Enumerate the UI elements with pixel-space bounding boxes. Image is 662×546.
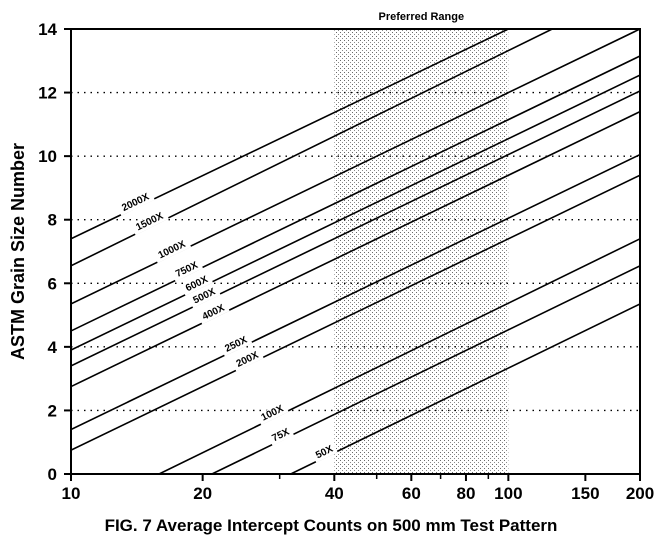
x-tick-label: 100 [494,484,522,503]
preferred-range-label: Preferred Range [379,11,465,23]
series-label-bg [311,442,338,463]
series-label: 200X [235,350,261,370]
figure-caption: FIG. 7 Average Intercept Counts on 500 m… [104,516,558,535]
y-tick-label: 10 [38,147,57,166]
series-label-bg [170,258,203,282]
series-label: 2000X [120,191,151,214]
series-label-bg [116,189,155,216]
y-axis-title: ASTM Grain Size Number [8,143,28,360]
x-tick-label: 40 [325,484,344,503]
series-line [71,90,640,367]
series-label-bg [152,237,192,264]
x-tick-label: 200 [626,484,654,503]
series-label-bg [188,284,221,309]
y-tick-label: 6 [48,274,57,293]
series-label-bg [256,401,289,426]
series-label: 1500X [134,211,165,234]
x-tick-label: 80 [457,484,476,503]
y-tick-label: 14 [38,20,57,39]
y-tick-label: 2 [48,401,57,420]
series-label: 750X [174,260,200,280]
x-tick-label: 10 [62,484,81,503]
chart: 0 2 4 6 8 10 12 14 10 20 40 60 80 100 150 200 ASTM Grain… [8,11,654,503]
series-line [71,74,640,351]
series-line [71,55,640,332]
series-label: 400X [201,303,227,323]
series-label-bg [220,333,253,357]
y-tick-label: 8 [48,211,57,230]
series-label: 1000X [157,239,188,262]
series-label-bg [180,272,213,296]
y-tick-label: 4 [48,338,58,357]
series-label-bg [197,301,230,325]
series-label-bg [231,348,264,372]
series-line [71,174,640,451]
plot-frame [70,28,641,475]
series-line [71,110,640,388]
x-tick-label: 60 [402,484,421,503]
series-label-bg [267,425,294,446]
x-tick-label: 150 [571,484,599,503]
series-line [158,238,640,474]
series-line [290,303,640,474]
y-tick-label: 12 [38,84,57,103]
series-line [71,153,640,431]
y-tick-label: 0 [48,465,57,484]
series-label: 100X [260,403,286,423]
series-label-bg [130,208,169,236]
series-label: 250X [223,335,249,355]
x-tick-label: 20 [193,484,212,503]
